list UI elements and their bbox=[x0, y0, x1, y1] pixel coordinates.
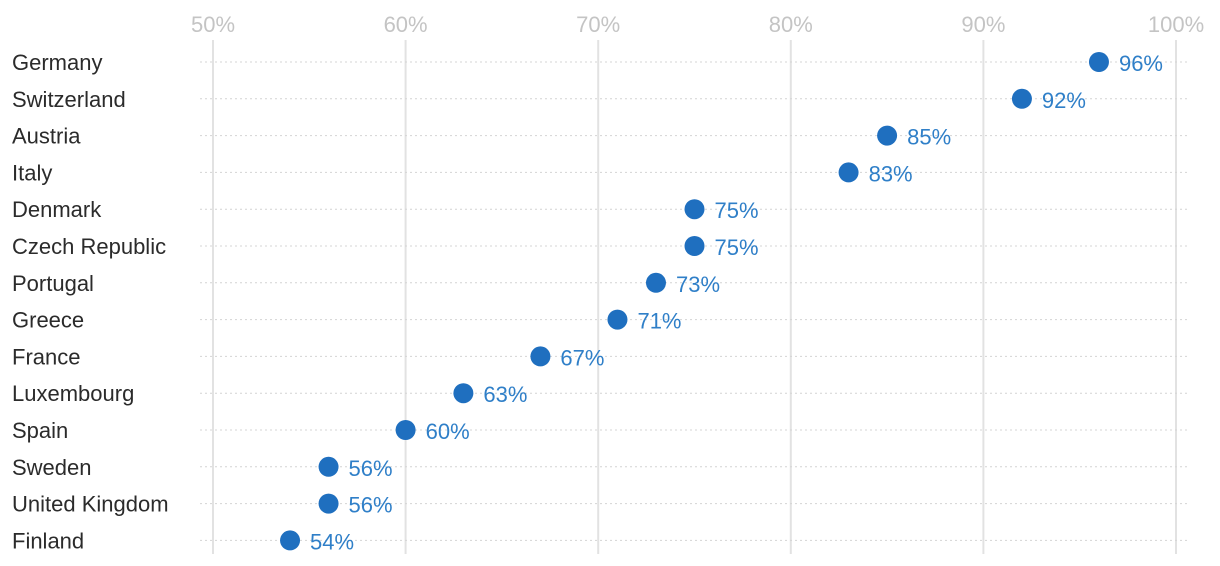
data-points: 96% 92% 85% 83% 75% 75% 73% 71% 67% 63% 60% 56% 56% 5… bbox=[280, 51, 1163, 554]
category-label: United Kingdom bbox=[12, 492, 169, 517]
category-label: Portugal bbox=[12, 271, 94, 296]
data-label: 67% bbox=[560, 345, 604, 370]
category-label: Finland bbox=[12, 528, 84, 553]
x-tick-label: 50% bbox=[191, 12, 235, 37]
data-point bbox=[877, 125, 898, 146]
category-label: France bbox=[12, 344, 80, 369]
data-label: 85% bbox=[907, 125, 951, 150]
data-point bbox=[684, 236, 705, 256]
data-point bbox=[1011, 88, 1032, 109]
x-axis: 50% 60% 70% 80% 90% 100% bbox=[191, 12, 1204, 37]
data-label: 63% bbox=[483, 382, 527, 407]
x-tick-label: 60% bbox=[384, 12, 428, 37]
data-label: 96% bbox=[1119, 51, 1163, 76]
category-label: Switzerland bbox=[12, 87, 126, 112]
data-label: 54% bbox=[310, 529, 354, 554]
data-point bbox=[607, 309, 628, 330]
category-label: Luxembourg bbox=[12, 381, 134, 406]
data-label: 73% bbox=[676, 272, 720, 297]
category-label: Czech Republic bbox=[12, 234, 166, 259]
x-tick-label: 90% bbox=[961, 12, 1005, 37]
data-point bbox=[645, 272, 666, 293]
category-label: Greece bbox=[12, 308, 84, 333]
x-tick-label: 100% bbox=[1148, 12, 1204, 37]
category-label: Spain bbox=[12, 418, 68, 443]
category-label: Denmark bbox=[12, 197, 102, 222]
data-label: 56% bbox=[349, 493, 393, 518]
category-label: Austria bbox=[12, 124, 81, 149]
y-axis: Germany Switzerland Austria Italy Denmark Cze… bbox=[12, 50, 169, 553]
data-label: 60% bbox=[426, 419, 470, 444]
data-point bbox=[318, 493, 339, 514]
data-point bbox=[530, 346, 551, 367]
data-point bbox=[684, 199, 705, 220]
category-label: Sweden bbox=[12, 455, 92, 480]
data-point bbox=[280, 530, 301, 551]
x-tick-label: 70% bbox=[576, 12, 620, 37]
category-label: Germany bbox=[12, 50, 102, 75]
data-label: 83% bbox=[869, 161, 913, 186]
data-point bbox=[395, 420, 416, 440]
data-label: 75% bbox=[715, 198, 759, 223]
data-label: 56% bbox=[349, 456, 393, 481]
data-point bbox=[1088, 52, 1109, 72]
data-point bbox=[453, 383, 474, 404]
category-label: Italy bbox=[12, 160, 52, 185]
data-label: 75% bbox=[715, 235, 759, 260]
grid-layer bbox=[200, 40, 1190, 554]
data-point bbox=[318, 456, 339, 477]
x-tick-label: 80% bbox=[769, 12, 813, 37]
data-label: 92% bbox=[1042, 88, 1086, 113]
data-label: 71% bbox=[637, 309, 681, 334]
data-point bbox=[838, 162, 859, 183]
